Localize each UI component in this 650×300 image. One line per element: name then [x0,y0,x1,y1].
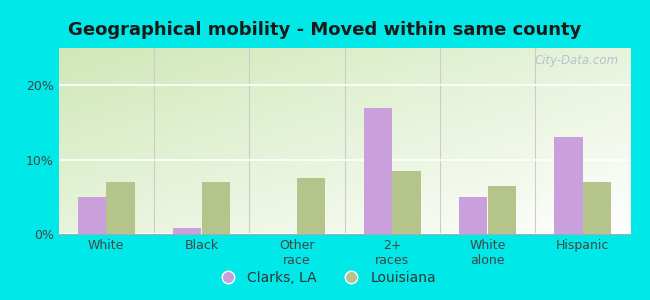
Bar [202,182,230,234]
Legend: Clarks, LA, Louisiana: Clarks, LA, Louisiana [208,265,442,290]
Bar [77,197,106,234]
Bar [583,182,612,234]
Bar [297,178,326,234]
Bar [488,186,516,234]
Bar [363,107,392,234]
Bar [173,228,202,234]
Text: Geographical mobility - Moved within same county: Geographical mobility - Moved within sam… [68,21,582,39]
Bar [459,197,488,234]
Bar [554,137,583,234]
Bar [106,182,135,234]
Text: City-Data.com: City-Data.com [535,54,619,67]
Bar [392,171,421,234]
